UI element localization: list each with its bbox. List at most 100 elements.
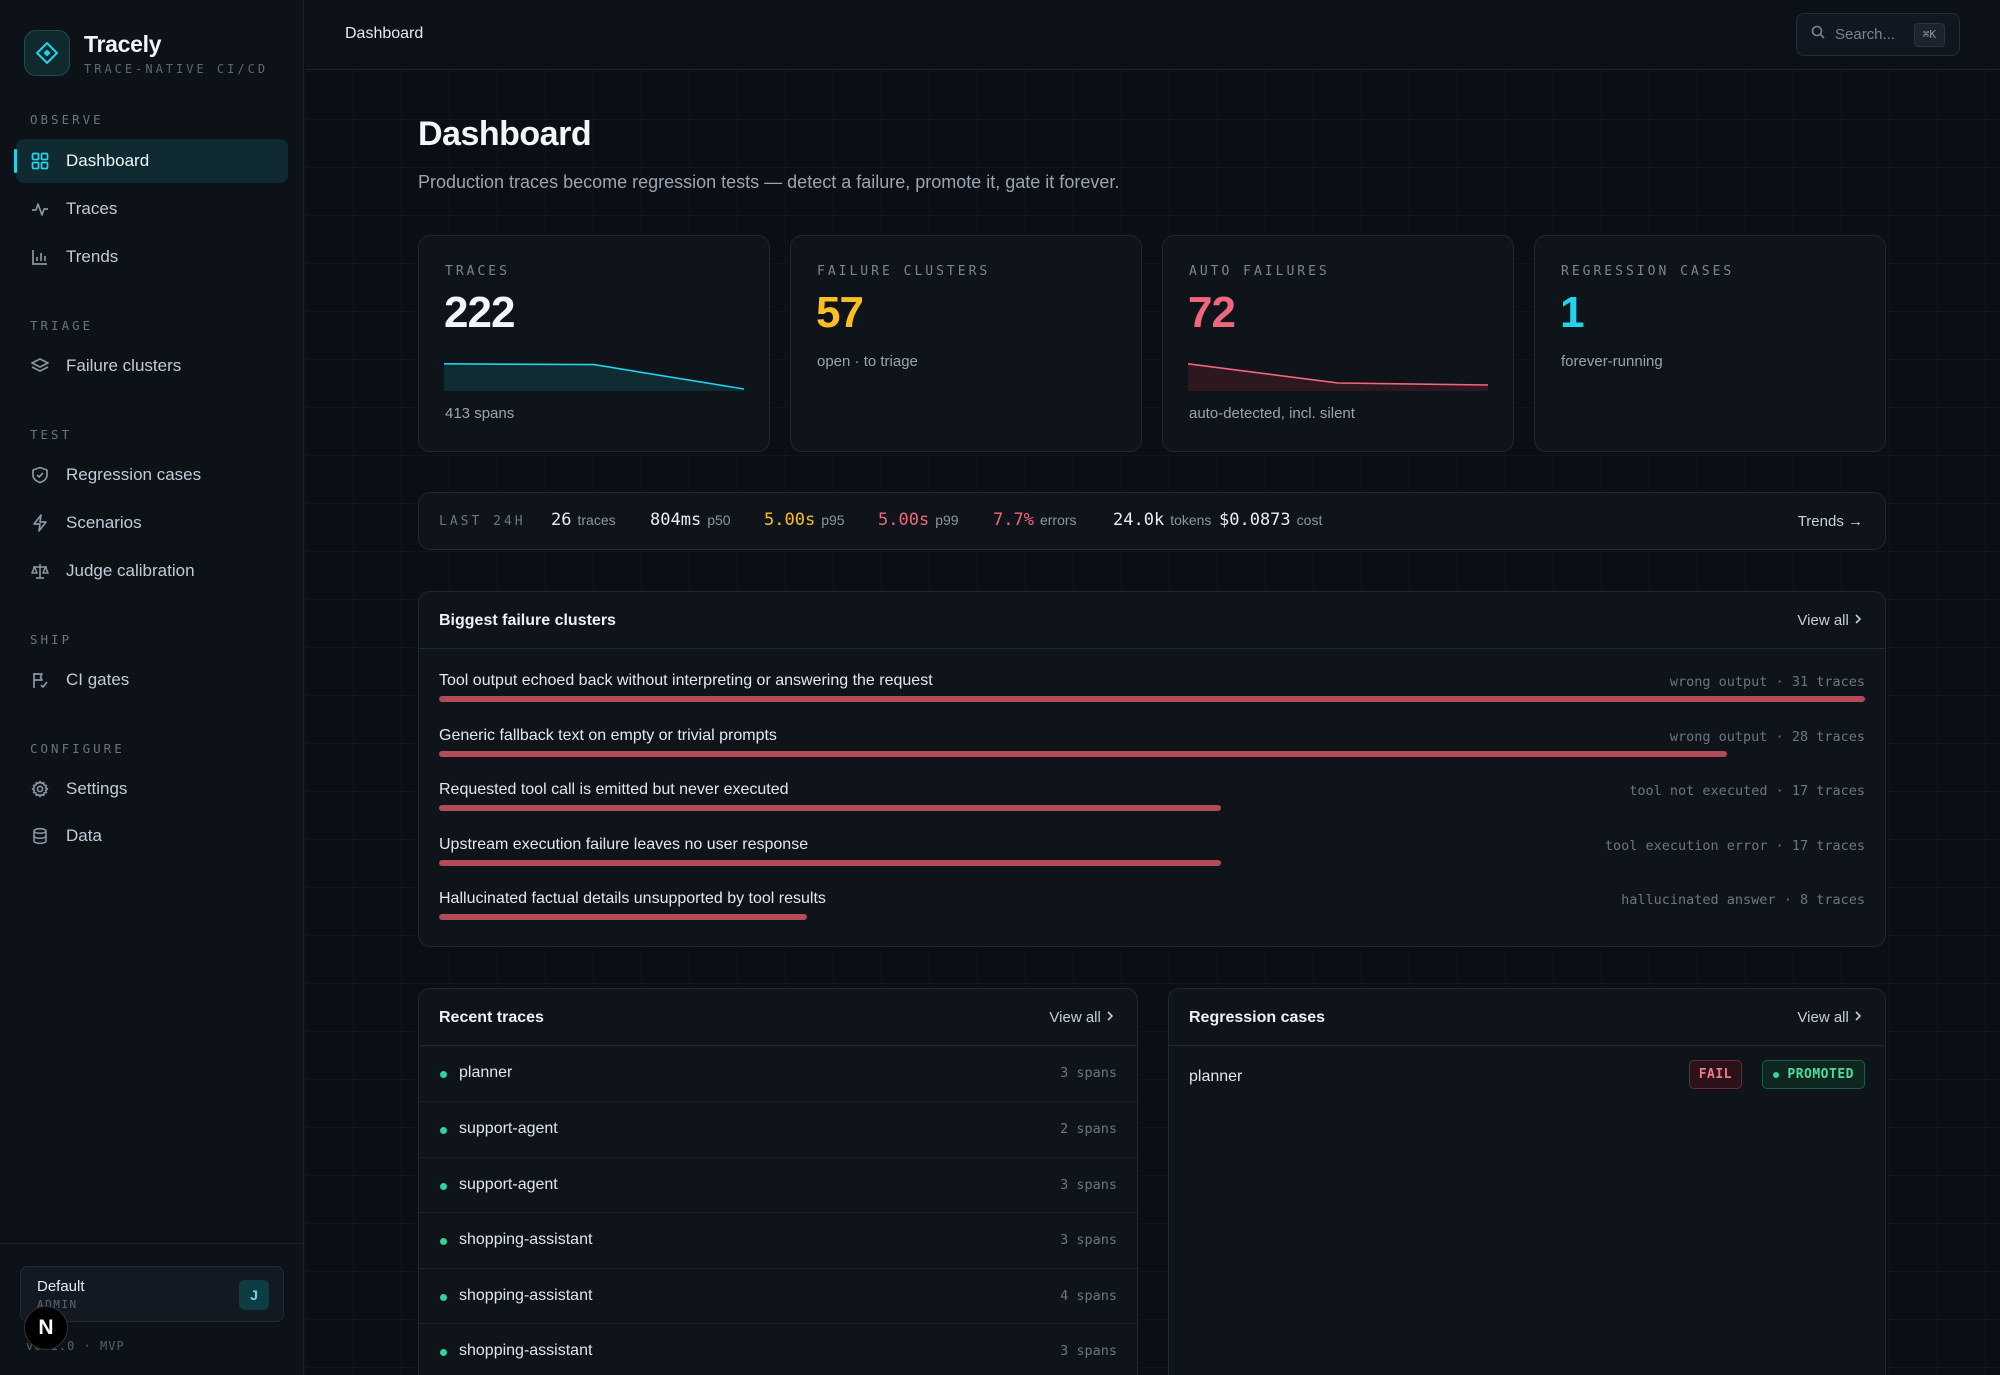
trace-spans: 4 spans [1060, 1288, 1117, 1304]
cluster-meta: tool not executed · 17 traces [1629, 783, 1865, 799]
status-dot [440, 1183, 447, 1190]
cluster-title: Generic fallback text on empty or trivia… [439, 727, 777, 744]
search-icon [1811, 25, 1825, 44]
trace-row[interactable]: planner 3 spans [419, 1046, 1137, 1101]
search-shortcut: ⌘K [1913, 23, 1945, 47]
scale-icon [30, 561, 50, 581]
avatar[interactable]: J [239, 1280, 269, 1310]
workspace-name: Default [37, 1278, 85, 1295]
view-all-label: View all [1797, 1009, 1849, 1026]
sidebar-item-scenarios[interactable]: Scenarios [16, 501, 288, 545]
metric-unit: p95 [821, 512, 845, 528]
trace-spans: 3 spans [1060, 1177, 1117, 1193]
trace-spans: 3 spans [1060, 1065, 1117, 1081]
cluster-kind: hallucinated answer [1621, 892, 1776, 908]
metric-value: 5.00s [764, 510, 816, 530]
metric-unit: errors [1039, 512, 1077, 528]
cluster-meta: wrong output · 28 traces [1669, 729, 1865, 745]
failure-cluster-row[interactable]: Tool output echoed back without interpre… [439, 672, 1865, 722]
sidebar-item-data[interactable]: Data [16, 814, 288, 858]
trends-link[interactable]: Trends → [1797, 513, 1863, 530]
trace-row[interactable]: shopping-assistant 3 spans [419, 1212, 1137, 1267]
metric-value: 5.00s [878, 510, 930, 530]
page-title: Dashboard [418, 115, 592, 153]
search-input[interactable]: Search... ⌘K [1796, 13, 1960, 56]
failure-clusters-panel: Biggest failure clusters View all Tool o… [418, 591, 1886, 947]
sparkline-line [444, 363, 744, 390]
trace-row[interactable]: shopping-assistant 3 spans [419, 1323, 1137, 1375]
sidebar-item-label: CI gates [66, 670, 130, 689]
cluster-bar [439, 860, 1221, 866]
stat-card-traces[interactable]: TRACES 222 413 spans [418, 235, 770, 452]
nav-section-observe: OBSERVE [30, 112, 104, 127]
dev-tools-badge[interactable]: N [24, 1306, 68, 1350]
traces-sparkline [444, 363, 744, 391]
status-dot [440, 1294, 447, 1301]
sidebar-item-ci-gates[interactable]: CI gates [16, 658, 288, 702]
failure-cluster-row[interactable]: Upstream execution failure leaves no use… [439, 836, 1865, 886]
stat-card-regression-cases[interactable]: REGRESSION CASES 1 forever-running [1534, 235, 1886, 452]
metric-errors: 7.7% errors [993, 510, 1077, 530]
metric-cost: $0.0873 cost [1219, 510, 1322, 530]
view-all-link[interactable]: View all [1049, 1009, 1115, 1026]
failure-cluster-row[interactable]: Generic fallback text on empty or trivia… [439, 727, 1865, 777]
cluster-bar-track [439, 696, 1865, 702]
cluster-bar [439, 914, 807, 920]
sidebar-item-dashboard[interactable]: Dashboard [14, 139, 288, 183]
metric-value: 24.0k [1113, 510, 1165, 530]
stat-foot: 413 spans [445, 405, 515, 422]
nav-section-test: TEST [30, 427, 73, 442]
metric-value: 7.7% [993, 510, 1034, 530]
sidebar-item-settings[interactable]: Settings [16, 767, 288, 811]
chevron-right-icon [1105, 1009, 1115, 1026]
search-placeholder: Search... [1835, 26, 1896, 43]
metric-unit: traces [577, 512, 616, 528]
sidebar-item-failure-clusters[interactable]: Failure clusters [16, 344, 288, 388]
cluster-title: Tool output echoed back without interpre… [439, 672, 933, 689]
cluster-bar [439, 805, 1221, 811]
failures-sparkline [1188, 363, 1488, 391]
sidebar: Tracely TRACE-NATIVE CI/CD OBSERVE Dashb… [0, 0, 304, 1375]
view-all-link[interactable]: View all [1797, 1009, 1863, 1026]
failure-cluster-row[interactable]: Hallucinated factual details unsupported… [439, 890, 1865, 940]
trace-row[interactable]: support-agent 2 spans [419, 1101, 1137, 1156]
panel-divider [419, 1045, 1137, 1046]
nav-section-triage: TRIAGE [30, 318, 94, 333]
recent-traces-panel: Recent traces View all planner 3 spans s… [418, 988, 1138, 1375]
nav-section-configure: CONFIGURE [30, 741, 125, 756]
sidebar-item-label: Failure clusters [66, 356, 182, 375]
stat-foot: open · to triage [817, 353, 918, 370]
workspace-switcher[interactable]: Default ADMIN J [20, 1266, 284, 1322]
cluster-title: Upstream execution failure leaves no use… [439, 836, 809, 853]
cluster-bar [439, 696, 1865, 702]
view-all-label: View all [1049, 1009, 1101, 1026]
status-dot [440, 1238, 447, 1245]
trace-row[interactable]: support-agent 3 spans [419, 1157, 1137, 1212]
stat-value: 222 [444, 288, 515, 337]
breadcrumb[interactable]: Dashboard [345, 25, 424, 42]
stat-card-auto-failures[interactable]: AUTO FAILURES 72 auto-detected, incl. si… [1162, 235, 1514, 452]
view-all-link[interactable]: View all [1797, 612, 1863, 629]
case-name: planner [1189, 1068, 1243, 1085]
cluster-bar-track [439, 751, 1865, 757]
metric-tokens: 24.0k tokens [1113, 510, 1211, 530]
metric-unit: cost [1296, 512, 1323, 528]
stat-card-failure-clusters[interactable]: FAILURE CLUSTERS 57 open · to triage [790, 235, 1142, 452]
sparkline-area [444, 363, 744, 391]
trace-row[interactable]: shopping-assistant 4 spans [419, 1268, 1137, 1323]
cluster-kind: tool execution error [1604, 838, 1768, 854]
brand[interactable]: Tracely TRACE-NATIVE CI/CD [24, 30, 268, 76]
sidebar-item-regression-cases[interactable]: Regression cases [16, 453, 288, 497]
sidebar-item-traces[interactable]: Traces [16, 187, 288, 231]
sidebar-item-trends[interactable]: Trends [16, 235, 288, 279]
bar-chart-icon [30, 247, 50, 267]
chevron-right-icon [1853, 1009, 1863, 1026]
grid-icon [30, 151, 50, 171]
sparkline-area [1188, 363, 1488, 391]
sidebar-item-judge-calibration[interactable]: Judge calibration [16, 549, 288, 593]
layers-icon [30, 356, 50, 376]
gear-icon [30, 779, 50, 799]
promoted-badge: PROMOTED [1762, 1060, 1865, 1089]
failure-cluster-row[interactable]: Requested tool call is emitted but never… [439, 781, 1865, 831]
cluster-meta: hallucinated answer · 8 traces [1621, 892, 1865, 908]
